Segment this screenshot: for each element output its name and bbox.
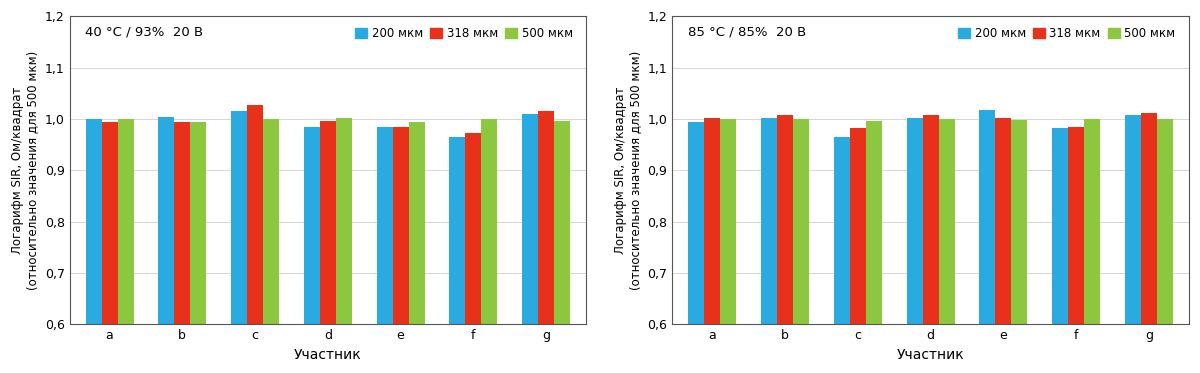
Bar — [158, 117, 174, 325]
Bar — [522, 114, 538, 325]
Bar — [174, 122, 191, 325]
Bar — [834, 137, 850, 325]
Text: 85 °C / 85%  20 В: 85 °C / 85% 20 В — [688, 25, 806, 38]
Bar — [1068, 126, 1084, 325]
Bar — [1052, 128, 1068, 325]
Bar — [336, 118, 352, 325]
Legend: 200 мкм, 318 мкм, 500 мкм: 200 мкм, 318 мкм, 500 мкм — [955, 25, 1178, 43]
Bar — [1157, 119, 1172, 325]
Bar — [481, 119, 497, 325]
Bar — [689, 122, 704, 325]
Bar — [449, 137, 466, 325]
Bar — [118, 119, 133, 325]
Bar — [408, 122, 425, 325]
Bar — [538, 111, 554, 325]
Y-axis label: Логарифм SIR, Ом/квадрат
(относительно значения для 500 мкм): Логарифм SIR, Ом/квадрат (относительно з… — [614, 51, 642, 290]
Legend: 200 мкм, 318 мкм, 500 мкм: 200 мкм, 318 мкм, 500 мкм — [353, 25, 575, 43]
Bar — [320, 122, 336, 325]
Bar — [191, 122, 206, 325]
Bar — [923, 115, 938, 325]
Bar — [793, 119, 809, 325]
Bar — [1124, 115, 1141, 325]
Bar — [850, 128, 866, 325]
Bar — [778, 115, 793, 325]
Bar — [761, 118, 778, 325]
Bar — [1012, 120, 1027, 325]
Bar — [704, 118, 720, 325]
Bar — [554, 122, 570, 325]
Bar — [938, 119, 955, 325]
Bar — [232, 111, 247, 325]
Bar — [906, 118, 923, 325]
Bar — [263, 119, 280, 325]
Bar — [392, 127, 408, 325]
Bar — [466, 133, 481, 325]
X-axis label: Участник: Участник — [896, 348, 965, 362]
Y-axis label: Логарифм SIR, Ом/квадрат
(относительно значения для 500 мкм): Логарифм SIR, Ом/квадрат (относительно з… — [11, 51, 40, 290]
Bar — [979, 110, 995, 325]
Bar — [247, 104, 263, 325]
Bar — [720, 119, 737, 325]
Bar — [377, 127, 392, 325]
Bar — [85, 119, 102, 325]
X-axis label: Участник: Участник — [294, 348, 361, 362]
Text: 40 °C / 93%  20 В: 40 °C / 93% 20 В — [85, 25, 203, 38]
Bar — [102, 122, 118, 325]
Bar — [1141, 113, 1157, 325]
Bar — [304, 126, 320, 325]
Bar — [866, 122, 882, 325]
Bar — [1084, 119, 1100, 325]
Bar — [995, 118, 1012, 325]
